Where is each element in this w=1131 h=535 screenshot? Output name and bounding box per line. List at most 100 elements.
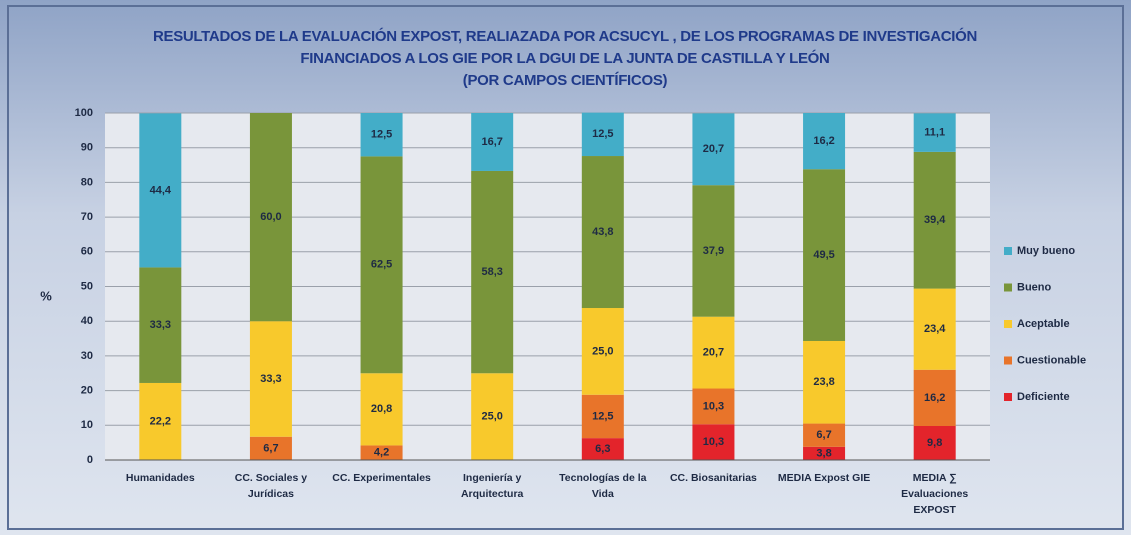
x-tick-label: CC. Sociales y Jurídicas (234, 472, 308, 500)
bar-segment (692, 424, 735, 460)
data-label: 20,7 (703, 143, 724, 155)
bar-segment (139, 267, 182, 383)
chart-title: RESULTADOS DE LA EVALUACIÓN EXPOST, REAL… (152, 28, 978, 67)
legend-label: Aceptable (1017, 318, 1070, 330)
data-label: 43,8 (592, 226, 613, 238)
data-label: 58,3 (481, 266, 502, 278)
data-label: 6,3 (595, 443, 610, 455)
data-label: 33,3 (260, 373, 281, 385)
y-tick-label: 0 (87, 454, 93, 466)
data-label: 16,2 (924, 392, 945, 404)
data-label: 37,9 (703, 245, 724, 257)
bar-segment (692, 113, 735, 186)
bar-segment (692, 388, 735, 425)
bar-segment (360, 113, 403, 157)
bar-segment (471, 113, 514, 171)
legend-label: Deficiente (1017, 391, 1070, 403)
y-tick-label: 40 (81, 315, 93, 327)
bar-segment (803, 113, 846, 170)
legend-swatch (1004, 356, 1012, 365)
bar-segment (471, 170, 514, 374)
bar-segment (913, 113, 956, 152)
bar-segment (581, 112, 624, 157)
x-tick-label: CC. Experimentales (332, 472, 431, 484)
data-label: 10,3 (703, 400, 724, 412)
y-tick-label: 60 (81, 246, 93, 258)
y-axis-label: % (40, 288, 52, 303)
bar-segment (913, 288, 956, 370)
bar-segment (360, 445, 403, 460)
y-tick-label: 20 (81, 385, 93, 397)
bar-segment (249, 113, 292, 322)
data-label: 23,8 (813, 376, 834, 388)
data-label: 62,5 (371, 259, 392, 271)
x-tick-label: Tecnologías de la Vida (559, 472, 647, 500)
y-tick-label: 80 (81, 176, 93, 188)
legend-swatch (1004, 393, 1012, 401)
bar-segment (803, 423, 846, 447)
bar-segment (581, 308, 624, 395)
data-label: 4,2 (374, 447, 389, 459)
x-tick-label: CC. Biosanitarias (669, 472, 757, 484)
bar-segment (913, 369, 956, 426)
bar-segment (692, 185, 735, 317)
data-label: 12,5 (592, 410, 613, 422)
y-tick-label: 90 (81, 142, 93, 154)
bar-segment (360, 156, 403, 374)
y-tick-label: 50 (81, 280, 93, 292)
bar-segment (360, 373, 403, 446)
x-tick-label: Humanidades (125, 472, 195, 484)
bar-segment (803, 340, 846, 424)
bar-segment (913, 151, 956, 289)
y-tick-label: 30 (81, 350, 93, 362)
legend-swatch (1004, 283, 1012, 292)
bar-segment (249, 436, 292, 460)
y-tick-label: 70 (81, 211, 93, 223)
bar-segment (249, 321, 292, 437)
bar-segment (581, 438, 624, 460)
bar-segment (471, 373, 514, 460)
data-label: 9,8 (927, 437, 942, 449)
legend-swatch (1004, 320, 1012, 328)
data-label: 39,4 (924, 214, 946, 226)
data-label: 10,3 (703, 436, 724, 448)
data-label: 23,4 (924, 323, 946, 335)
data-label: 22,2 (150, 415, 171, 427)
data-label: 12,5 (371, 129, 392, 141)
bar-segment (913, 425, 956, 460)
bar-segment (581, 394, 624, 439)
legend-swatch (1004, 247, 1012, 255)
data-label: 16,2 (813, 135, 834, 147)
data-label: 3,8 (816, 447, 831, 459)
data-label: 60,0 (260, 211, 281, 223)
bar-segment (139, 113, 182, 268)
chart-subtitle: (POR CAMPOS CIENTÍFICOS) (462, 72, 668, 89)
data-label: 12,5 (592, 128, 613, 140)
x-tick-label: Ingeniería y Arquitectura (460, 472, 524, 500)
x-tick-label: MEDIA ∑ Evaluaciones EXPOST (901, 472, 969, 516)
legend-label: Bueno (1017, 281, 1052, 293)
x-tick-label: MEDIA Expost GIE (777, 472, 871, 484)
data-label: 6,7 (816, 429, 831, 441)
data-label: 20,8 (371, 403, 392, 415)
data-label: 49,5 (813, 249, 834, 261)
legend-label: Muy bueno (1017, 245, 1075, 257)
data-label: 6,7 (263, 442, 278, 454)
y-tick-label: 10 (81, 419, 93, 431)
data-label: 33,3 (150, 319, 171, 331)
data-label: 11,1 (924, 127, 945, 139)
data-label: 20,7 (703, 347, 724, 359)
bar-segment (139, 382, 182, 460)
legend-label: Cuestionable (1017, 354, 1086, 366)
data-label: 16,7 (481, 136, 502, 148)
bar-segment (581, 156, 624, 309)
data-label: 44,4 (150, 184, 172, 196)
bar-segment (803, 169, 846, 341)
data-label: 25,0 (592, 345, 613, 357)
bar-segment (803, 446, 846, 460)
frame (7, 5, 1124, 530)
data-label: 25,0 (481, 411, 502, 423)
bar-segment (692, 316, 735, 389)
